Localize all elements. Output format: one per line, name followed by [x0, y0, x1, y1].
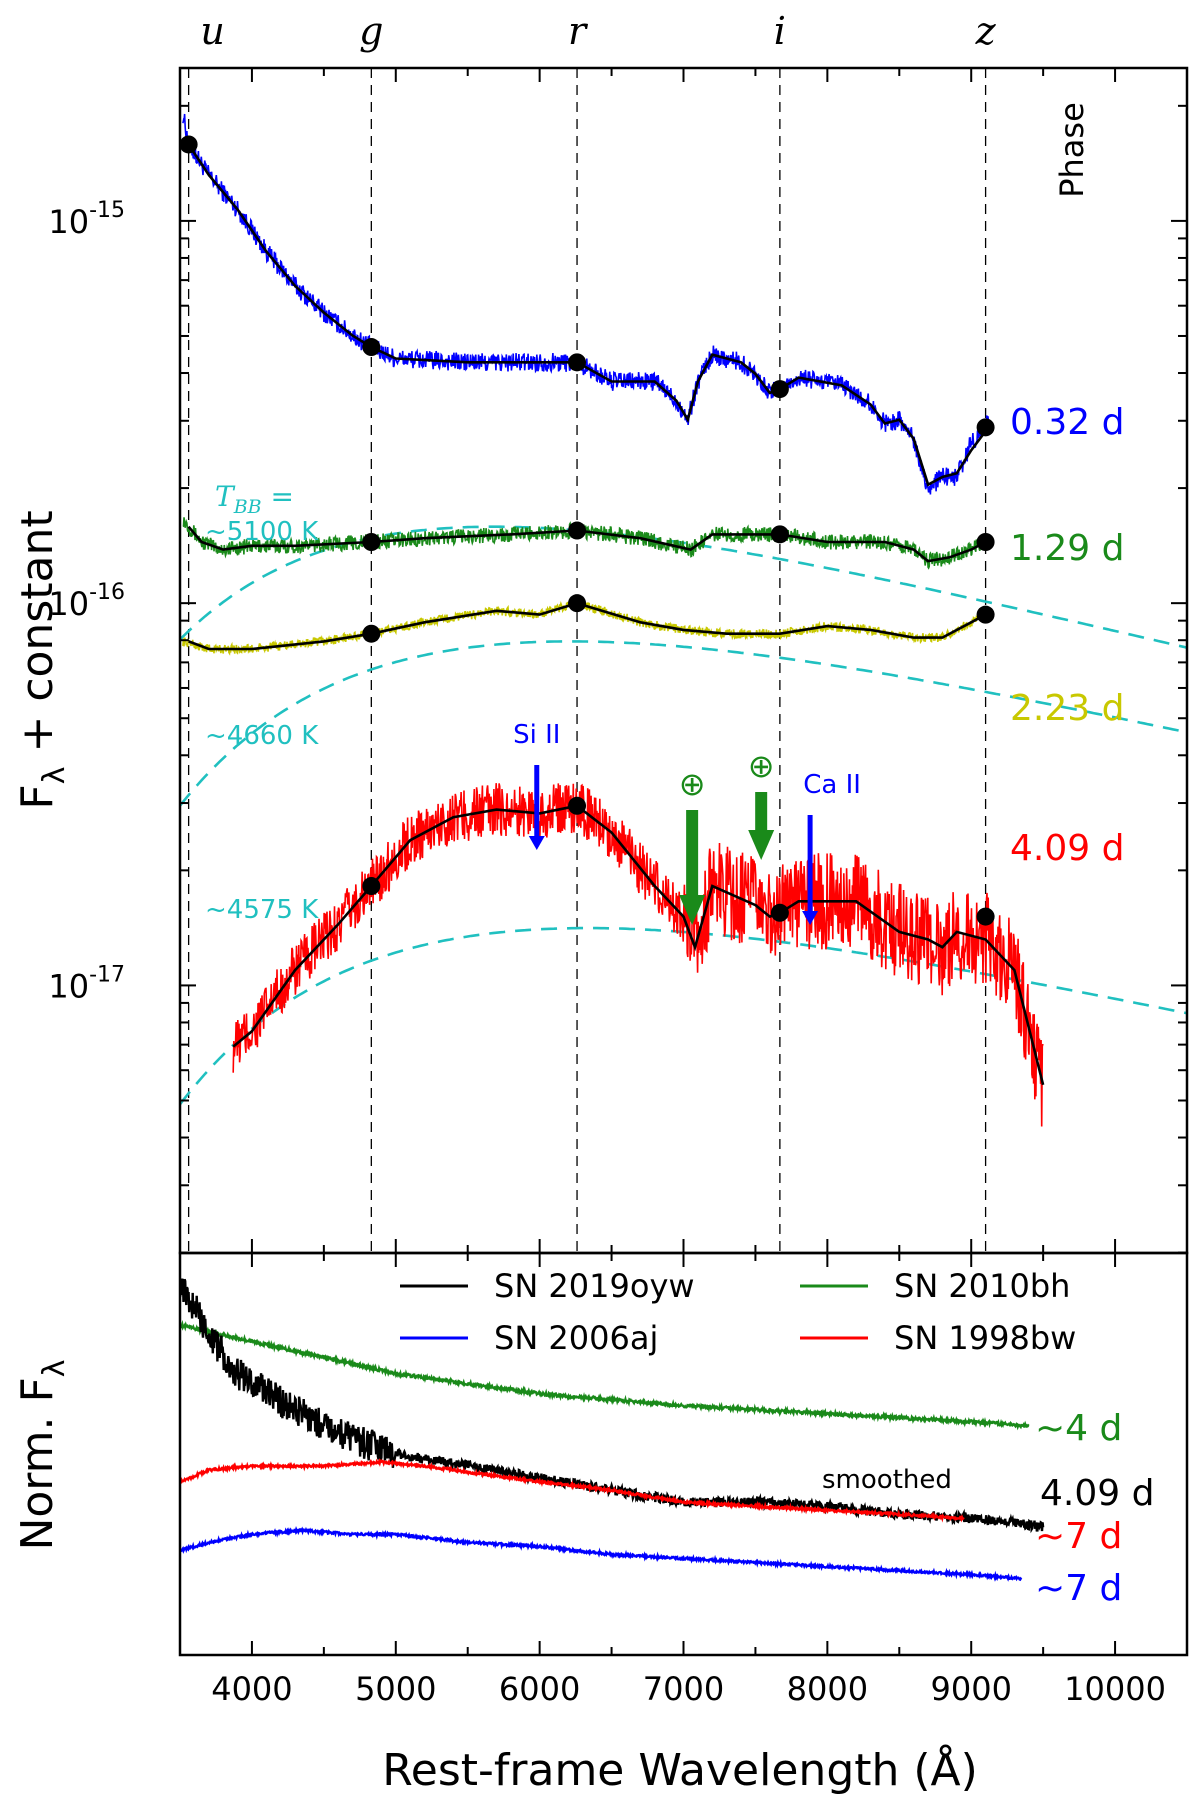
x-tick-label-6000: 6000 — [499, 1670, 580, 1708]
photometry-dot-1-2 — [770, 525, 789, 544]
photometry-dot-3-1 — [568, 796, 587, 815]
bottom-spectrum-0 — [180, 1319, 1030, 1431]
smoothed-0.32d — [187, 143, 987, 487]
annotation-label-0: Si II — [513, 720, 560, 750]
photometry-dot-2-2 — [976, 605, 995, 624]
bottom-y-axis-label: Norm. Fλ — [12, 1359, 72, 1550]
y-tick-label-2: 10-17 — [48, 962, 125, 1005]
photometry-dot-2-1 — [568, 594, 587, 613]
filter-label-r: r — [568, 9, 589, 53]
legend-label-1: SN 2010bh — [894, 1267, 1070, 1305]
x-tick-label-10000: 10000 — [1064, 1670, 1166, 1708]
top-panel-dots — [179, 135, 995, 926]
legend: SN 2019oyw SN 2010bh SN 2006aj SN 1998bw — [400, 1267, 1076, 1357]
x-tick-label-9000: 9000 — [930, 1670, 1011, 1708]
tbb-5100-label: ~5100 K — [205, 517, 319, 547]
photometry-dot-2-0 — [362, 624, 381, 643]
x-tick-label-5000: 5000 — [355, 1670, 436, 1708]
x-tick-label-8000: 8000 — [787, 1670, 868, 1708]
legend-label-0: SN 2019oyw — [494, 1267, 695, 1305]
bottom-spectrum-3 — [180, 1525, 1023, 1582]
phase-label-3: 4.09 d — [1010, 828, 1124, 869]
filter-label-u: u — [200, 9, 224, 53]
photometry-dot-0-2 — [568, 353, 587, 372]
photometry-dot-3-2 — [770, 903, 789, 922]
top-y-axis-label: Fλ + constant — [12, 510, 72, 809]
annotation-label-1: ⊕ — [679, 765, 706, 803]
photometry-dot-0-1 — [362, 338, 381, 357]
filter-label-g: g — [359, 9, 383, 53]
y-tick-exp-2: -17 — [89, 962, 125, 987]
blackbody-fit-1 — [180, 640, 1187, 807]
phase-label-1: 1.29 d — [1010, 528, 1124, 569]
photometry-dot-3-0 — [362, 877, 381, 896]
smoothed-note: smoothed — [822, 1465, 952, 1495]
bottom-panel-spectra — [180, 1278, 1045, 1582]
annotation-label-2: ⊕ — [748, 747, 775, 785]
x-tick-label-7000: 7000 — [643, 1670, 724, 1708]
legend-label-3: SN 1998bw — [894, 1319, 1076, 1357]
annotation-arrowhead-1 — [679, 895, 706, 925]
photometry-dot-0-3 — [770, 380, 789, 399]
phase-labels: 0.32 d 1.29 d 2.23 d 4.09 d — [1010, 402, 1124, 869]
tbb-label: TBB = — [215, 480, 294, 518]
y-tick-label-0: 10-15 — [48, 198, 125, 241]
y-tick-exp-0: -15 — [89, 198, 125, 223]
smoothed-1.29d — [187, 525, 987, 563]
x-tick-labels: 4000 5000 6000 7000 8000 9000 10000 — [211, 1670, 1166, 1708]
photometry-dot-0-4 — [976, 418, 995, 437]
photometry-dot-0-0 — [179, 135, 198, 154]
spectrum-0.32d — [182, 113, 990, 495]
y-tick-base-1: 10 — [48, 585, 89, 623]
y-tick-base-2: 10 — [48, 967, 89, 1005]
y-tick-base-0: 10 — [48, 203, 89, 241]
phase-label-0: 0.32 d — [1010, 402, 1124, 443]
bottom-phase-label-0: ~4 d — [1035, 1408, 1122, 1449]
bottom-phase-label-2: ~7 d — [1035, 1516, 1122, 1557]
phase-header: Phase — [1053, 102, 1091, 198]
x-tick-label-4000: 4000 — [211, 1670, 292, 1708]
photometry-dot-3-3 — [976, 907, 995, 926]
blackbody-labels: TBB = ~5100 K ~4660 K ~4575 K — [205, 480, 319, 925]
y-tick-exp-1: -16 — [89, 580, 125, 605]
top-panel-spectra — [180, 113, 1187, 1127]
annotation-arrowhead-0 — [528, 836, 545, 850]
smoothed-4.09d — [232, 804, 1045, 1086]
annotation-arrowhead-3 — [802, 911, 819, 925]
filter-label-i: i — [774, 9, 786, 53]
x-axis-label: Rest-frame Wavelength (Å) — [382, 1743, 978, 1796]
annotation-label-3: Ca II — [803, 770, 861, 800]
annotation-arrowhead-2 — [748, 830, 775, 860]
filter-label-z: z — [975, 9, 997, 53]
legend-label-2: SN 2006aj — [494, 1319, 658, 1357]
phase-label-2: 2.23 d — [1010, 688, 1124, 729]
spectrum-4.09d — [232, 783, 1044, 1127]
bottom-spectrum-2 — [180, 1458, 965, 1523]
bottom-phase-label-1: 4.09 d — [1040, 1473, 1154, 1514]
line-annotations: Si II ⊕ ⊕ Ca II — [513, 720, 861, 925]
axis-ticks — [179, 68, 1188, 1655]
y-tick-label-1: 10-16 — [48, 580, 125, 623]
tbb-4660-label: ~4660 K — [205, 721, 319, 751]
tbb-4575-label: ~4575 K — [205, 895, 319, 925]
photometry-dot-1-1 — [568, 521, 587, 540]
bottom-phase-label-3: ~7 d — [1035, 1568, 1122, 1609]
photometry-dot-1-3 — [976, 533, 995, 551]
photometry-dot-1-0 — [362, 533, 381, 551]
smoothed-2.23d — [188, 601, 987, 651]
